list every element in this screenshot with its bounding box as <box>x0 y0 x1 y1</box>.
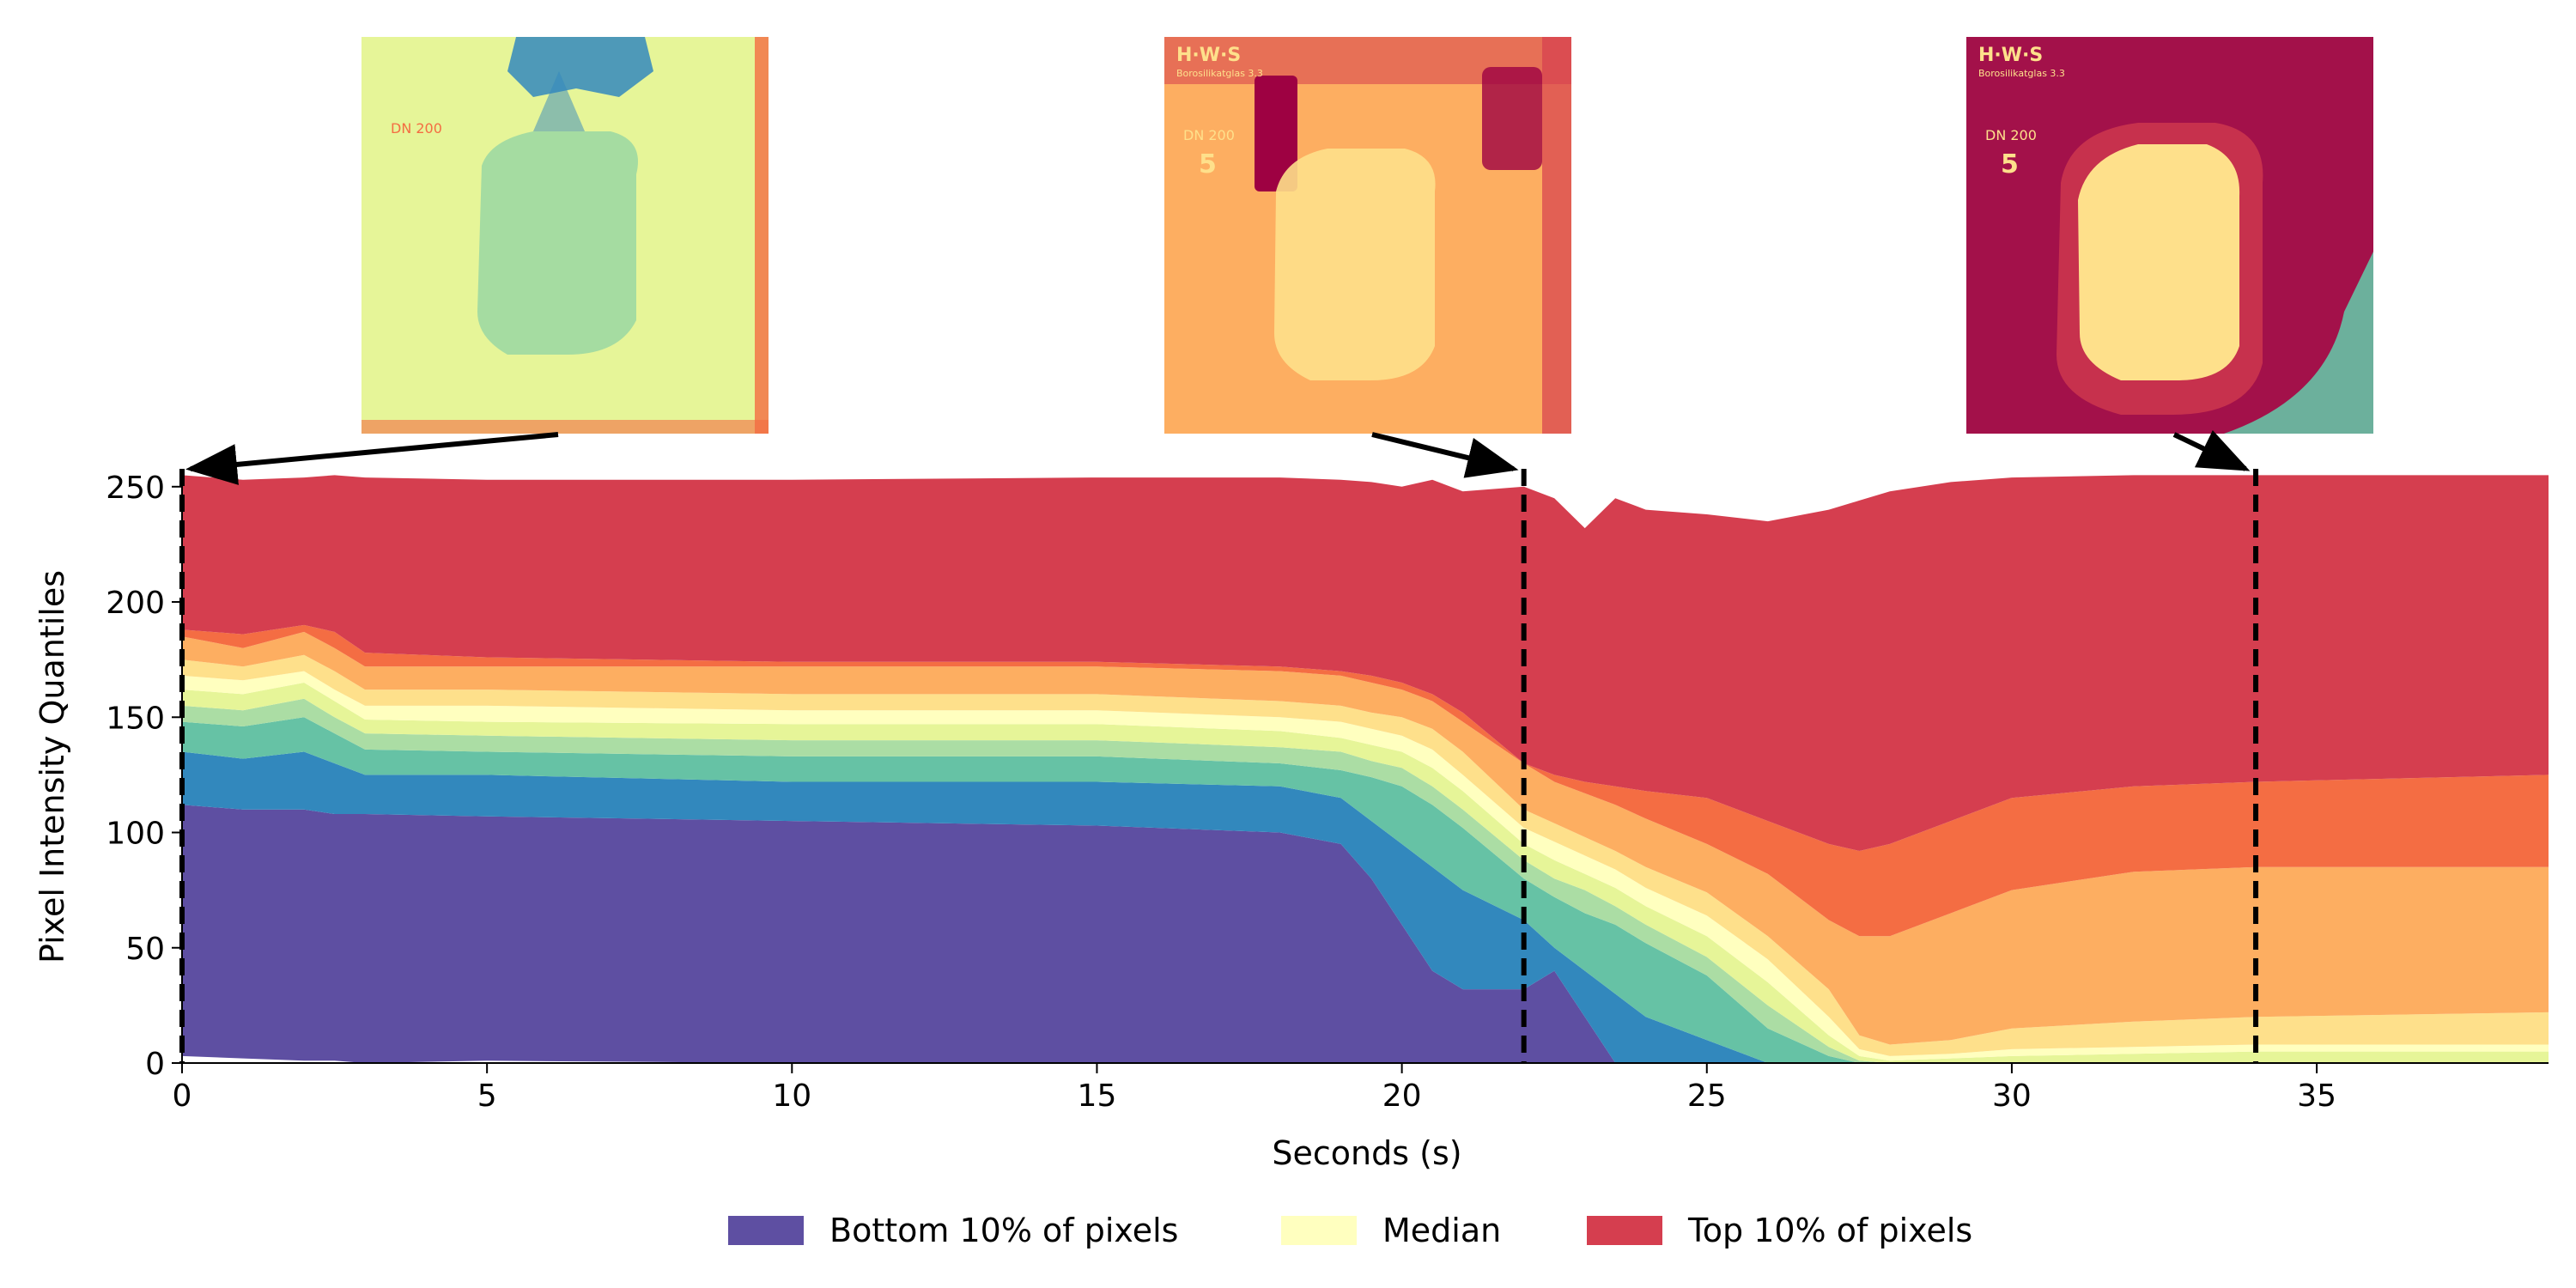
y-tick-label: 250 <box>106 471 165 506</box>
frame3-number-label: 5 <box>2001 149 2019 179</box>
x-tick-label: 5 <box>477 1078 497 1114</box>
y-ticks: 0 50 100 150 200 250 <box>106 471 182 1082</box>
legend-label: Bottom 10% of pixels <box>829 1212 1178 1249</box>
frame3-glass-label: Borosilikatglas 3.3 <box>1978 68 2065 79</box>
x-tick-label: 15 <box>1078 1078 1117 1114</box>
quantile-band-10 <box>182 475 2549 851</box>
x-tick-label: 10 <box>772 1078 811 1114</box>
frame1-size-label: DN 200 <box>391 120 442 137</box>
frame-arrow <box>185 432 559 485</box>
frame3-brand-label: H·W·S <box>1978 45 2043 66</box>
x-tick-label: 25 <box>1687 1078 1727 1114</box>
legend-swatch <box>1587 1216 1662 1245</box>
x-tick-label: 30 <box>1992 1078 2032 1114</box>
x-axis-label: Seconds (s) <box>1272 1134 1461 1172</box>
frame-arrow <box>2172 429 2251 471</box>
legend-swatch <box>728 1216 804 1245</box>
video-frame-22s: H·W·S Borosilikatglas 3.3 DN 200 5 <box>1164 37 1571 434</box>
frame-arrow <box>1371 432 1519 478</box>
quantile-bands <box>182 475 2549 1063</box>
x-tick-label: 20 <box>1382 1078 1422 1114</box>
y-tick-label: 0 <box>145 1047 165 1082</box>
axes: 0 5 10 15 20 25 30 35 0 50 100 150 200 250 Seconds (… <box>33 471 2549 1172</box>
frame2-brand-label: H·W·S <box>1176 45 1241 66</box>
y-tick-label: 50 <box>125 932 165 967</box>
frame3-size-label: DN 200 <box>1985 127 2037 143</box>
frame2-size-label: DN 200 <box>1183 127 1235 143</box>
y-tick-label: 100 <box>106 817 165 852</box>
quantile-band-3 <box>182 717 2549 1063</box>
quantile-band-8 <box>182 631 2549 1045</box>
legend-swatch <box>1281 1216 1357 1245</box>
frame2-glass-label: Borosilikatglas 3.3 <box>1176 68 1263 79</box>
quantile-band-2 <box>182 751 2549 1063</box>
y-tick-label: 200 <box>106 586 165 621</box>
legend-label: Top 10% of pixels <box>1687 1212 1972 1249</box>
x-tick-label: 0 <box>173 1078 192 1114</box>
y-axis-label: Pixel Intensity Quantiles <box>33 570 71 963</box>
frame2-number-label: 5 <box>1199 149 1217 179</box>
x-tick-label: 35 <box>2297 1078 2336 1114</box>
video-frame-0s: DN 200 <box>361 37 769 434</box>
legend: Bottom 10% of pixels Median Top 10% of pix… <box>728 1212 1972 1249</box>
vertical-markers <box>179 469 2259 1063</box>
quantile-band-1 <box>182 805 2549 1063</box>
video-frame-34s: H·W·S Borosilikatglas 3.3 DN 200 5 <box>1966 37 2373 434</box>
quantile-band-6 <box>182 671 2549 1061</box>
legend-label: Median <box>1382 1212 1501 1249</box>
quantile-band-5 <box>182 683 2549 1063</box>
y-tick-label: 150 <box>106 701 165 736</box>
quantile-band-9 <box>182 624 2549 937</box>
frame-arrows <box>185 429 2251 485</box>
quantile-band-7 <box>182 654 2549 1056</box>
x-ticks: 0 5 10 15 20 25 30 35 <box>173 1063 2336 1114</box>
quantile-band-4 <box>182 698 2549 1063</box>
